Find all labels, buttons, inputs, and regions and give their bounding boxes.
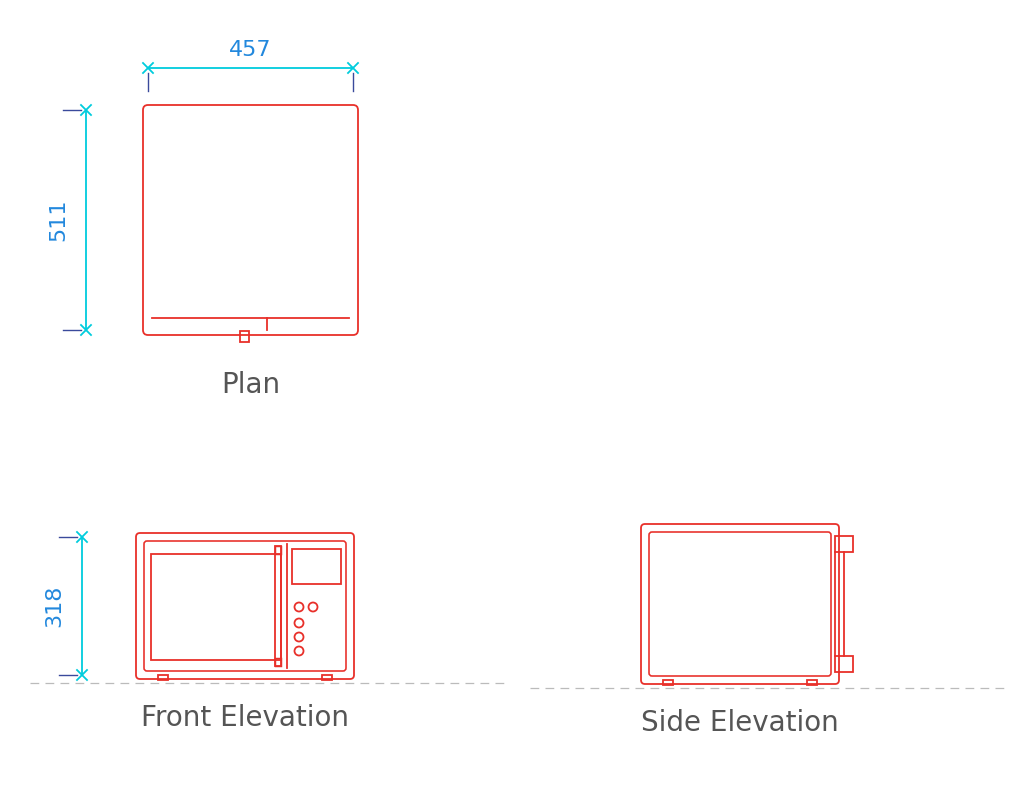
Text: 457: 457: [229, 40, 272, 60]
Bar: [835, 656, 853, 672]
Bar: [275, 658, 280, 666]
Text: Plan: Plan: [220, 371, 280, 399]
Bar: [275, 546, 280, 666]
Bar: [322, 675, 332, 680]
Text: 318: 318: [45, 585, 64, 627]
Bar: [292, 549, 341, 584]
Bar: [275, 546, 280, 554]
Bar: [663, 680, 673, 685]
Bar: [807, 680, 817, 685]
Bar: [158, 675, 168, 680]
Bar: [151, 554, 280, 660]
Text: Side Elevation: Side Elevation: [641, 709, 839, 737]
Bar: [240, 331, 249, 342]
Text: Front Elevation: Front Elevation: [141, 704, 349, 732]
Bar: [835, 536, 853, 552]
Text: 511: 511: [48, 198, 68, 241]
